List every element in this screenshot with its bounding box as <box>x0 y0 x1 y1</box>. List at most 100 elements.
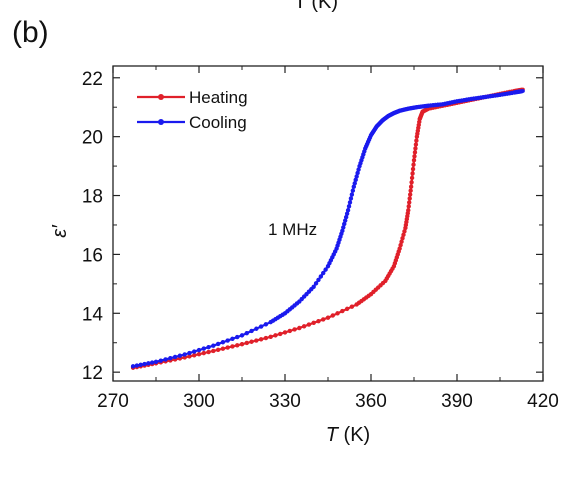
cropped-axis-title: T (K) <box>294 0 338 13</box>
data-point-cooling <box>346 204 352 209</box>
data-point-cooling <box>158 358 163 363</box>
data-point-heating <box>408 184 414 189</box>
data-point-heating <box>249 339 254 344</box>
data-point-heating <box>225 345 230 350</box>
data-point-heating <box>268 334 273 340</box>
data-point-cooling <box>239 333 245 338</box>
y-tick-label: 14 <box>82 304 104 325</box>
data-point-heating <box>206 349 211 355</box>
data-point-cooling <box>263 322 269 327</box>
data-point-cooling <box>311 284 316 289</box>
legend-label-cooling: Cooling <box>189 113 247 132</box>
data-point-heating <box>211 348 216 354</box>
data-point-heating <box>258 337 264 342</box>
y-tick-label: 22 <box>82 69 103 90</box>
data-point-cooling <box>225 338 230 343</box>
data-point-cooling <box>196 347 202 353</box>
plot-area: 270 300 330 360 390 420 12 14 16 18 20 22 T (K) ε′ Hea… <box>49 65 559 446</box>
data-point-heating <box>344 306 350 312</box>
data-point-heating <box>230 344 235 349</box>
data-point-heating <box>330 313 335 318</box>
series-markers-heating <box>130 87 525 370</box>
data-point-heating <box>278 331 283 337</box>
series-line-cooling <box>132 89 524 368</box>
data-point-cooling <box>211 343 216 348</box>
data-point-cooling <box>177 353 183 358</box>
data-point-cooling <box>316 277 321 283</box>
data-point-heating <box>244 340 249 346</box>
y-tick-label: 18 <box>82 187 103 208</box>
data-point-cooling <box>192 349 197 354</box>
data-point-cooling <box>313 281 319 286</box>
data-point-cooling <box>244 330 249 336</box>
data-point-cooling <box>321 270 326 276</box>
data-point-heating <box>239 342 245 347</box>
data-point-heating <box>411 162 416 167</box>
data-point-cooling <box>172 354 178 360</box>
data-point-cooling <box>206 344 211 350</box>
x-tick-label: 390 <box>441 391 473 412</box>
data-point-cooling <box>349 192 355 197</box>
data-point-cooling <box>215 341 221 347</box>
data-point-heating <box>297 325 302 331</box>
data-point-cooling <box>323 267 328 272</box>
data-point-cooling <box>258 324 264 329</box>
x-axis-symbol: T <box>326 424 340 446</box>
y-tick-label: 20 <box>82 128 103 149</box>
x-tick-label: 420 <box>527 391 559 412</box>
data-point-heating <box>282 330 288 335</box>
data-point-heating <box>406 204 411 209</box>
data-point-heating <box>301 324 307 329</box>
data-point-cooling <box>318 274 324 279</box>
data-point-heating <box>414 138 419 143</box>
data-point-heating <box>316 318 321 324</box>
y-tick-label: 16 <box>82 245 103 266</box>
data-point-heating <box>407 196 412 201</box>
data-point-cooling <box>235 334 240 340</box>
data-point-heating <box>408 188 413 193</box>
data-point-heating <box>412 154 417 159</box>
x-axis-title: T (K) <box>326 424 370 446</box>
data-point-heating <box>220 346 226 351</box>
data-point-heating <box>412 150 418 155</box>
x-tick-label: 360 <box>355 391 387 412</box>
data-point-heating <box>192 353 197 358</box>
data-point-heating <box>311 320 316 326</box>
data-point-heating <box>410 171 415 176</box>
data-point-cooling <box>254 326 259 331</box>
data-point-heating <box>411 158 417 163</box>
data-point-heating <box>406 208 411 213</box>
data-point-heating <box>349 304 355 309</box>
panel-label: (b) <box>12 16 49 49</box>
x-tick-label: 300 <box>183 391 215 412</box>
plot-frame <box>112 65 544 382</box>
data-point-cooling <box>138 362 143 368</box>
data-point-cooling <box>521 89 525 93</box>
data-point-heating <box>306 322 312 327</box>
data-point-cooling <box>249 328 254 334</box>
data-point-heating <box>407 200 412 205</box>
data-point-cooling <box>146 361 151 366</box>
x-tick-label: 270 <box>97 391 129 412</box>
series-markers-cooling <box>130 89 525 369</box>
data-point-heating <box>235 343 240 348</box>
data-point-cooling <box>347 200 353 205</box>
frequency-annotation: 1 MHz <box>268 220 317 239</box>
data-point-cooling <box>220 340 226 345</box>
data-point-heating <box>254 338 259 343</box>
data-point-heating <box>292 327 297 332</box>
data-point-heating <box>287 328 292 334</box>
data-point-heating <box>215 347 221 353</box>
data-point-cooling <box>130 364 136 369</box>
data-point-cooling <box>142 361 147 367</box>
data-point-heating <box>273 333 278 338</box>
legend-label-heating: Heating <box>189 88 248 107</box>
legend-marker-cooling <box>158 119 164 125</box>
data-point-heating <box>413 142 419 147</box>
data-point-heating <box>413 146 418 151</box>
data-point-heating <box>409 175 415 181</box>
data-point-cooling <box>168 355 173 361</box>
data-point-cooling <box>182 352 187 357</box>
data-point-heating <box>196 352 202 357</box>
